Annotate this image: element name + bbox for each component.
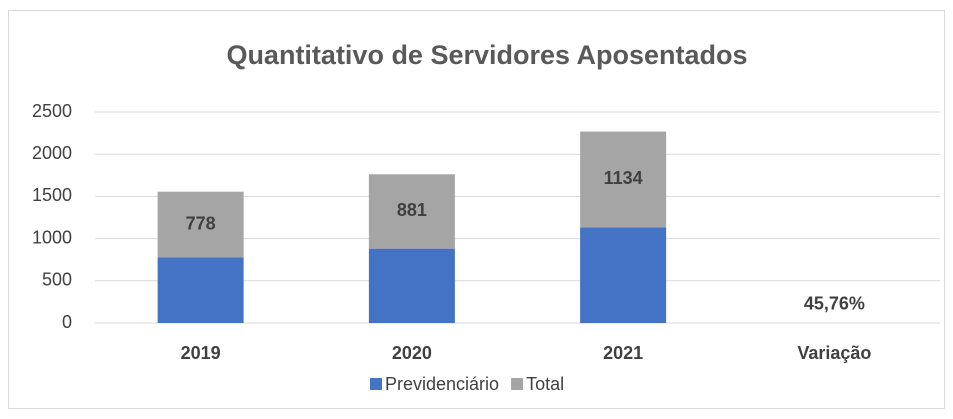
- y-tick-label: 1500: [32, 185, 72, 205]
- bar-segment: [368, 248, 455, 323]
- x-tick-label: 2019: [181, 343, 221, 363]
- data-label: 881: [397, 200, 427, 220]
- data-label: 1134: [604, 168, 643, 188]
- y-tick-label: 1000: [32, 227, 72, 247]
- x-tick-label: 2021: [603, 343, 643, 363]
- data-label: 778: [186, 213, 216, 233]
- y-tick-label: 500: [42, 270, 72, 290]
- x-tick-label: 2020: [392, 343, 432, 363]
- bar-segment: [157, 257, 244, 323]
- bar-segment: [368, 174, 455, 249]
- x-tick-label: Variação: [797, 343, 871, 363]
- bar-segment: [580, 227, 667, 323]
- legend-label: Total: [526, 374, 564, 394]
- y-tick-label: 0: [62, 312, 72, 332]
- bar-segment: [580, 131, 667, 228]
- data-label: 45,76%: [804, 294, 865, 314]
- y-tick-label: 2000: [32, 143, 72, 163]
- legend-label: Previdenciário: [385, 374, 499, 394]
- y-tick-label: 2500: [32, 101, 72, 121]
- chart-title: Quantitativo de Servidores Aposentados: [226, 40, 747, 70]
- legend-swatch: [511, 378, 524, 390]
- bar-segment: [157, 191, 244, 258]
- legend-swatch: [370, 378, 382, 390]
